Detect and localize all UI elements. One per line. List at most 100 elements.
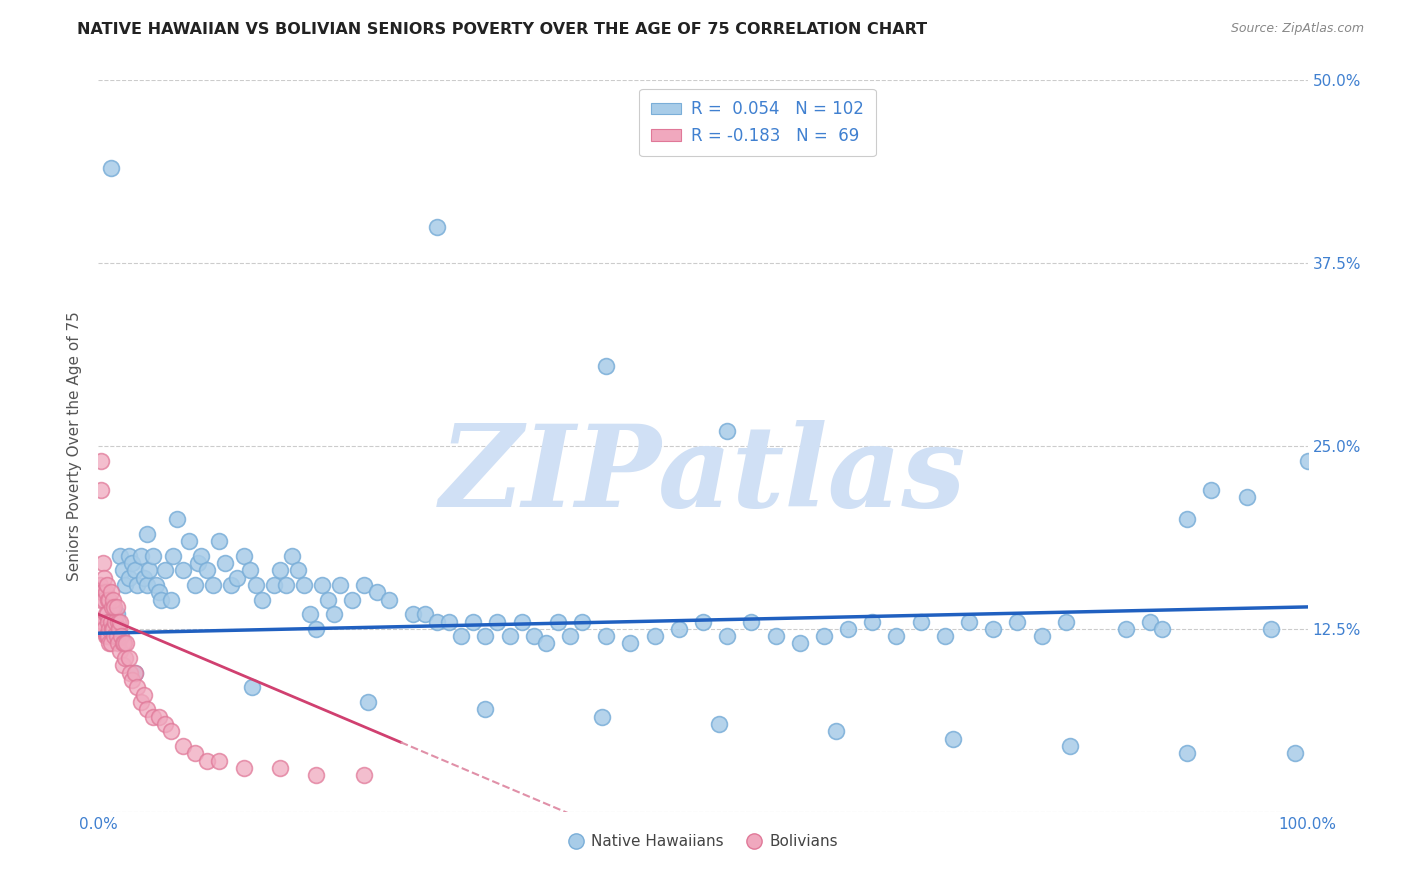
Point <box>153 717 176 731</box>
Point <box>107 615 129 629</box>
Point <box>108 549 131 563</box>
Point <box>108 644 131 658</box>
Point <box>98 592 121 607</box>
Text: ZIPatlas: ZIPatlas <box>440 420 966 531</box>
Point <box>145 578 167 592</box>
Point <box>510 615 533 629</box>
Point <box>124 665 146 680</box>
Point <box>124 563 146 577</box>
Point <box>108 615 131 629</box>
Point <box>1284 746 1306 760</box>
Point <box>184 746 207 760</box>
Point <box>184 578 207 592</box>
Point <box>1260 622 1282 636</box>
Point <box>100 636 122 650</box>
Point <box>187 556 209 570</box>
Text: Source: ZipAtlas.com: Source: ZipAtlas.com <box>1230 22 1364 36</box>
Point <box>190 549 212 563</box>
Point <box>103 629 125 643</box>
Point <box>226 571 249 585</box>
Point <box>299 607 322 622</box>
Point <box>250 592 273 607</box>
Point <box>96 578 118 592</box>
Point <box>426 219 449 234</box>
Point <box>100 599 122 614</box>
Point <box>89 578 111 592</box>
Point <box>111 658 134 673</box>
Point <box>1236 490 1258 504</box>
Point <box>208 754 231 768</box>
Point <box>595 359 617 373</box>
Point <box>208 534 231 549</box>
Point <box>124 665 146 680</box>
Point <box>160 592 183 607</box>
Text: NATIVE HAWAIIAN VS BOLIVIAN SENIORS POVERTY OVER THE AGE OF 75 CORRELATION CHART: NATIVE HAWAIIAN VS BOLIVIAN SENIORS POVE… <box>77 22 928 37</box>
Point <box>129 695 152 709</box>
Point <box>98 622 121 636</box>
Point <box>934 629 956 643</box>
Point <box>740 615 762 629</box>
Point <box>89 615 111 629</box>
Point <box>135 526 157 541</box>
Point <box>692 615 714 629</box>
Point <box>118 651 141 665</box>
Point <box>765 629 787 643</box>
Point <box>591 709 613 723</box>
Point <box>716 629 738 643</box>
Point <box>558 629 581 643</box>
Point <box>127 681 149 695</box>
Point <box>129 549 152 563</box>
Point <box>1007 615 1029 629</box>
Point <box>474 629 496 643</box>
Point <box>825 724 848 739</box>
Point <box>90 592 112 607</box>
Point <box>240 681 263 695</box>
Point <box>305 622 328 636</box>
Point <box>98 636 121 650</box>
Point <box>323 607 346 622</box>
Point <box>1152 622 1174 636</box>
Point <box>179 534 201 549</box>
Point <box>100 622 122 636</box>
Point <box>118 571 141 585</box>
Point <box>292 578 315 592</box>
Point <box>93 622 115 636</box>
Point <box>97 592 120 607</box>
Point <box>94 585 117 599</box>
Point <box>644 629 666 643</box>
Point <box>437 615 460 629</box>
Point <box>287 563 309 577</box>
Point <box>305 768 328 782</box>
Point <box>91 615 114 629</box>
Point <box>1031 629 1053 643</box>
Point <box>353 768 375 782</box>
Point <box>91 585 114 599</box>
Point <box>534 636 557 650</box>
Point <box>114 578 136 592</box>
Point <box>104 615 127 629</box>
Point <box>813 629 835 643</box>
Point <box>329 578 352 592</box>
Point <box>269 563 291 577</box>
Point <box>110 629 132 643</box>
Point <box>402 607 425 622</box>
Point <box>1139 615 1161 629</box>
Point <box>1054 615 1077 629</box>
Point <box>910 615 932 629</box>
Point <box>316 592 339 607</box>
Point <box>114 651 136 665</box>
Point <box>90 453 112 467</box>
Point <box>263 578 285 592</box>
Point <box>135 578 157 592</box>
Point <box>134 688 156 702</box>
Point <box>195 754 218 768</box>
Point <box>981 622 1004 636</box>
Point <box>366 585 388 599</box>
Point <box>214 556 236 570</box>
Point <box>172 739 194 753</box>
Point <box>121 556 143 570</box>
Point <box>105 607 128 622</box>
Point <box>595 629 617 643</box>
Point <box>160 724 183 739</box>
Point <box>91 556 114 570</box>
